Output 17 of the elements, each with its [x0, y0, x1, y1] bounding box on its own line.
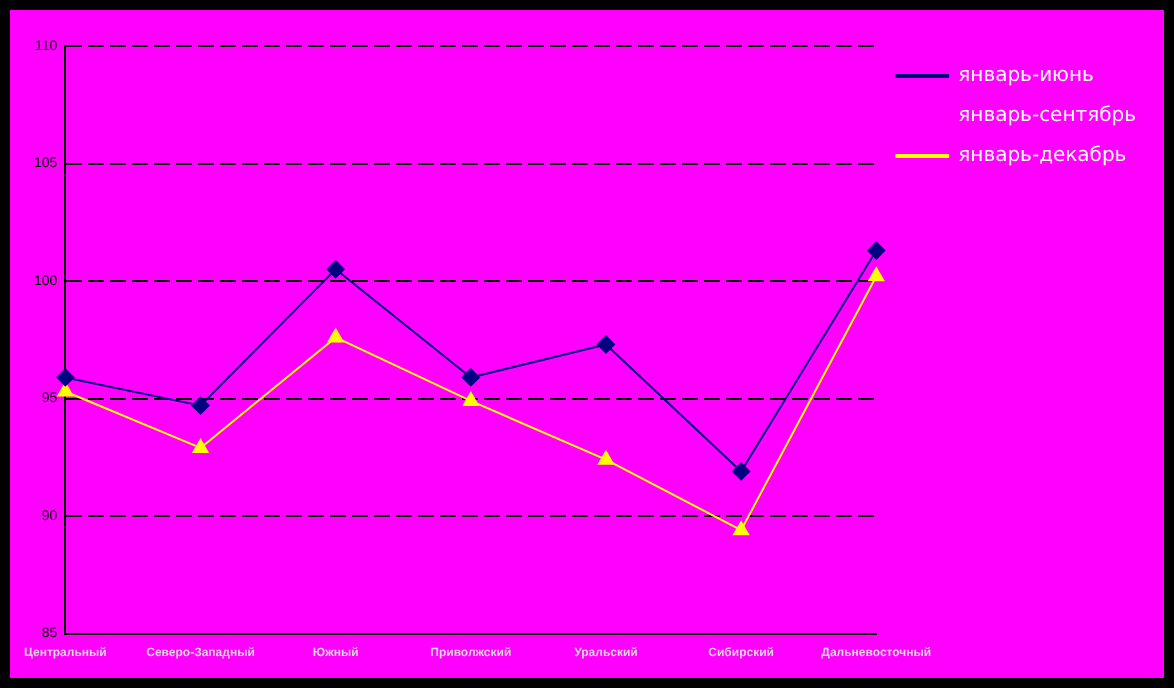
point — [57, 382, 74, 397]
point — [598, 450, 614, 465]
point — [462, 391, 479, 406]
point — [327, 328, 344, 343]
text: январь-сентябрь — [958, 105, 1137, 128]
point — [732, 462, 751, 481]
point — [596, 335, 615, 354]
point — [461, 368, 480, 387]
point — [868, 267, 885, 282]
legend-label: январь-декабрь — [958, 145, 1127, 168]
legend-label: январь-июнь — [958, 65, 1095, 88]
point — [326, 260, 345, 279]
point — [867, 241, 886, 260]
point — [56, 368, 75, 387]
point — [192, 438, 209, 453]
point — [191, 396, 210, 415]
point — [733, 521, 750, 536]
